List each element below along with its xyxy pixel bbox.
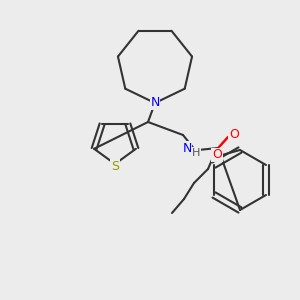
Text: N: N [150, 97, 160, 110]
Text: S: S [111, 160, 119, 172]
Text: O: O [229, 128, 239, 142]
Text: H: H [192, 148, 200, 158]
Text: N: N [182, 142, 192, 154]
Text: O: O [212, 148, 222, 161]
